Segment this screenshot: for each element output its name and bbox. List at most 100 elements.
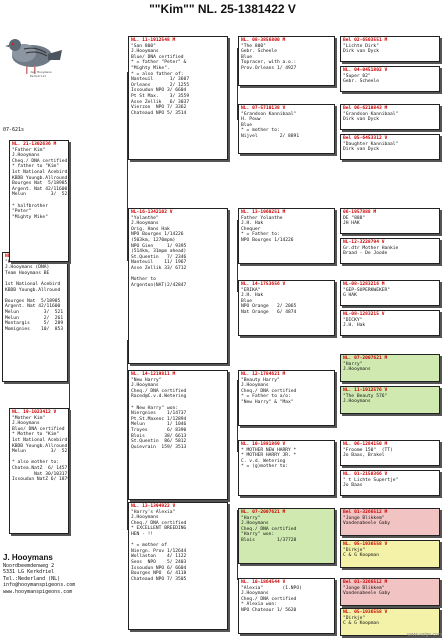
card-line: Melun 3/ 521 — [5, 309, 64, 315]
ring-number: NL. 07-2007621 M — [343, 356, 388, 361]
ring-number: NL-08-1283215 V — [343, 312, 385, 317]
card-line: Dirk van Dyck — [343, 147, 379, 153]
card-line: Chateaud NPO 5/ 3514 — [131, 110, 187, 116]
card-line: NPO Bourges 1/14226 — [241, 237, 294, 243]
card-line: "New Harry" — [131, 377, 162, 383]
ring-number: NL. 14-1219811 M — [131, 372, 176, 377]
pedigree-card-mff: NL. 12-1784621 M "Beauty Harry" J.Hooymans… — [238, 370, 335, 426]
breeder-city: 5331 LG Kerkdriel — [3, 569, 55, 576]
card-line: 1st National Acebird — [12, 437, 68, 443]
card-line: "Grandson Kannibaal" — [343, 111, 399, 117]
card-line: J.Hooymans — [343, 399, 371, 405]
card-line: Braad - De Joode — [343, 251, 388, 257]
card-line: Issoudun NPO 6/ 6604 — [131, 565, 187, 571]
card-line: Melun 2/ 261 — [5, 315, 64, 321]
card-line: "Jonge Blikkem" — [343, 585, 385, 591]
pedigree-card-a12: NL. 01-2150366 V " t Lichte Supertje" Jo B… — [340, 470, 440, 496]
card-line: Nijvel 2/ 8891 — [241, 133, 300, 139]
card-line: J.Hooymans — [241, 591, 269, 597]
pedigree-card-a7: NL-08-1283216 M "GEP-SUPERKWEKER" G HAK — [340, 280, 440, 306]
card-line: Melun 3/ 521 — [12, 449, 69, 455]
pedigree-card-fff: NL. 08-3856800 M "The 800" Gebr. Scheele Bl… — [238, 36, 335, 86]
card-line: "Dirkje" — [343, 615, 366, 621]
breeder-phone: Tel.:Nederland (NL) — [3, 575, 61, 582]
ring-number: NL-08-1283216 M — [343, 282, 385, 287]
ring-number: NL. 07-5710138 V — [241, 106, 286, 111]
card-line: Blue — [241, 54, 253, 60]
ring-number: NL. 10-1881869 V — [241, 442, 286, 447]
pedigree-card-a15: Bel 01-3266512 M "Jonge Blikkem" Vandenabe… — [340, 578, 440, 606]
card-line: Father Yolanthe — [241, 215, 283, 221]
card-line: J.Hooymans (DNA) — [5, 265, 50, 271]
ring-number: Bel 02-6503551 M — [343, 38, 388, 43]
card-line: * MOTHER HARRY JR. * — [241, 453, 297, 459]
card-line: (514km, 31mpm ahead) — [131, 249, 187, 255]
card-line: Blue — [241, 122, 253, 128]
card-line: J.Hooymans — [12, 153, 40, 159]
pedigree-card-fmf: NL. 13-1960251 M Father Yolanthe J.H. Hak C… — [238, 208, 335, 264]
card-line: Issoudun NatZ 6/ 1879 — [12, 477, 69, 483]
card-line: Cheq./ DNA certified — [241, 526, 297, 532]
card-line: * also mother to: — [12, 460, 60, 466]
ring-number: NL. 08-3856800 M — [241, 38, 286, 43]
card-line: Vandenabeele Gaby — [343, 591, 391, 597]
pedigree-card-ff: NL. 11-1912548 M "San 800" J.Hooymans Blue/… — [128, 36, 228, 160]
card-line: St.Quentin 7/ 2346 — [131, 254, 187, 260]
card-line: Argent. Nat 42/11600 — [5, 304, 61, 310]
card-line: "Grandson Kannibaal" — [241, 111, 297, 117]
card-line: KBDB Youngb.Allround — [12, 443, 68, 449]
card-line: C. v.d. Wetering — [241, 458, 286, 464]
card-line: Vandenabeele Gaby — [343, 521, 391, 527]
card-line: Niergn. Prov 1/12644 — [131, 548, 187, 554]
card-line: "DICKY" — [343, 317, 363, 323]
card-line: * New Harry" won: — [131, 405, 179, 411]
pedigree-card-a14: NL. 05-1936558 V "Dirkje" C & G Koopman — [340, 540, 440, 568]
card-line: "Kim" — [5, 259, 19, 265]
card-line: "Harry's Alexia" — [131, 509, 176, 515]
ring-number: NL. 11-1912576 V — [343, 388, 388, 393]
card-line: Mother to — [131, 277, 156, 283]
card-line: Gebr. Scheele — [241, 49, 277, 55]
ring-number: NL. 01-2150366 V — [343, 472, 388, 477]
card-line: Orig. Hans Hak — [131, 226, 170, 232]
card-line: Bourges NPO 6/ 4118 — [131, 571, 187, 577]
card-line: Gr.dtr Mother Hankie — [343, 245, 399, 251]
card-line: J.Hooymans — [241, 383, 269, 389]
pedigree-card-a5: 06-1957888 M DE "888" JH HAK — [340, 208, 440, 234]
card-line: "Yolanthe" — [131, 215, 159, 221]
card-line: "The Beauty 576" — [343, 393, 388, 399]
card-line: Pt.St.Maxenc 1/12894 — [131, 416, 187, 422]
ring-number: NL. 12-1784621 M — [241, 372, 286, 377]
pigeon-icon — [5, 39, 62, 74]
ring-number: NL. 21-1302636 M — [12, 142, 57, 147]
ring-number: NL. 06-1284150 M — [343, 442, 388, 447]
card-line: C & G Koopman — [343, 621, 379, 627]
card-line: J.Hooymans — [131, 383, 159, 389]
card-line: * = Father to a/o: — [241, 394, 291, 400]
ring-number: 06-1957888 M — [343, 210, 377, 215]
ring-number: Bel 05-6453312 V — [343, 136, 388, 141]
pedigree-card-a8: NL-08-1283215 V "DICKY" J.H. Hak — [340, 310, 440, 336]
card-line: Prov.Orleans 1/ 4927 — [241, 65, 297, 71]
card-line: KBDB Youngb.Allround — [12, 175, 68, 181]
card-line: Nat Orange 6/ 4874 — [241, 309, 297, 315]
card-line: Blue/ DNA certified — [12, 426, 65, 432]
ring-number: NL. 10-1864544 V — [241, 580, 286, 585]
card-line: "Super 02" — [343, 73, 371, 79]
card-line: "Peter" — [12, 209, 32, 215]
watermark: www.saige.com — [407, 632, 442, 638]
breeder-website[interactable]: www.hooymanspigeons.com — [3, 588, 73, 595]
card-line: Nanteuil 1/ 3607 — [131, 77, 190, 83]
card-line: Dirk van Dyck — [343, 49, 379, 55]
card-line: Momignies 10/ 853 — [5, 326, 64, 332]
page-title: ""Kim"" NL. 25-1381422 V — [149, 2, 296, 16]
breeder-email[interactable]: info@hooymanspigeons.com — [3, 582, 76, 589]
card-line: Issoudun NPO 3/ 6604 — [131, 88, 187, 94]
card-line: Topracer, with a.o.: — [241, 60, 297, 66]
card-line: Niergnies 1/14737 — [131, 411, 187, 417]
card-line: Montargis 5/ 289 — [5, 321, 64, 327]
pigeon-photo — [2, 20, 64, 82]
card-line: Nanteuil 11/ 1967 — [131, 260, 187, 266]
card-line: "ERIKA" — [241, 287, 261, 293]
card-line: 1st National Acebird — [12, 169, 68, 175]
